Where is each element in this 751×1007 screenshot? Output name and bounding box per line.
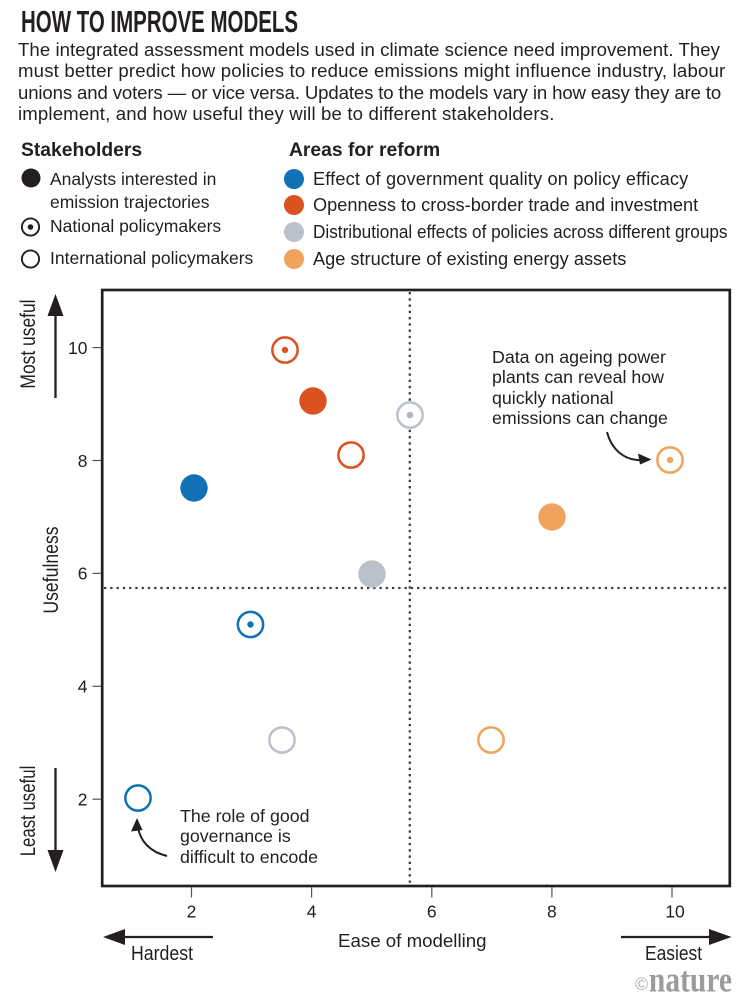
svg-text:8: 8	[78, 451, 88, 471]
svg-text:10: 10	[68, 338, 88, 358]
svg-text:6: 6	[78, 564, 88, 584]
svg-text:8: 8	[547, 902, 557, 922]
svg-text:4: 4	[307, 902, 317, 922]
svg-text:nature: nature	[649, 961, 732, 1000]
svg-text:4: 4	[78, 677, 88, 697]
svg-text:2: 2	[187, 902, 197, 922]
svg-text:2: 2	[78, 790, 88, 810]
svg-text:6: 6	[427, 902, 437, 922]
svg-text:10: 10	[665, 902, 685, 922]
svg-text:©: ©	[635, 974, 648, 994]
